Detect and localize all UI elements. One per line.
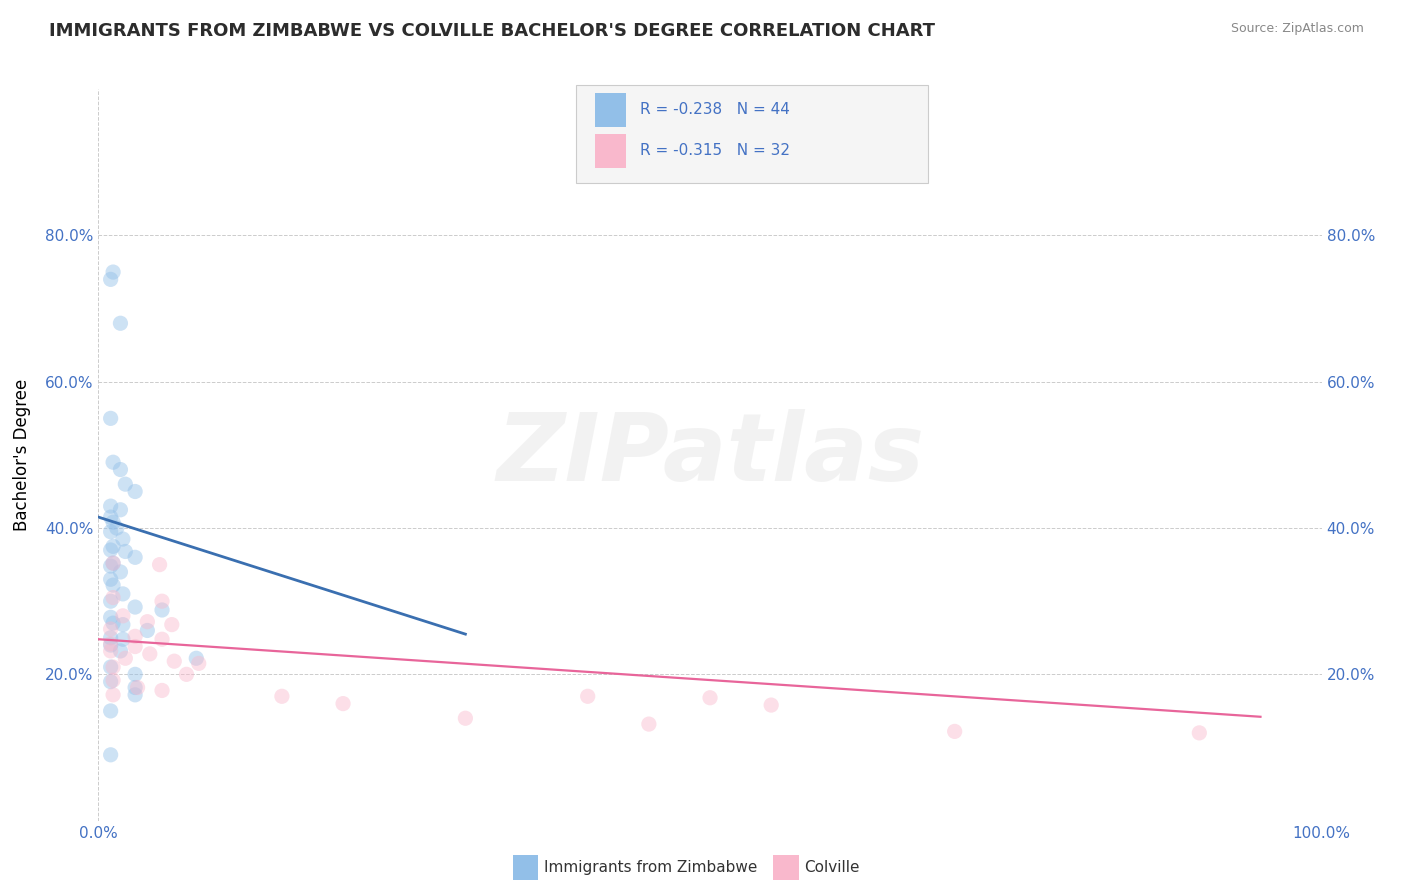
Point bbox=[100, 524, 122, 539]
Point bbox=[100, 594, 122, 608]
Point bbox=[100, 622, 122, 636]
Point bbox=[110, 503, 132, 517]
Point bbox=[100, 559, 122, 574]
Point bbox=[101, 578, 124, 592]
Point bbox=[110, 462, 132, 476]
Point bbox=[110, 565, 132, 579]
Point bbox=[637, 717, 661, 731]
Point bbox=[139, 647, 162, 661]
Text: R = -0.315   N = 32: R = -0.315 N = 32 bbox=[640, 144, 790, 158]
Point bbox=[150, 683, 173, 698]
Text: IMMIGRANTS FROM ZIMBABWE VS COLVILLE BACHELOR'S DEGREE CORRELATION CHART: IMMIGRANTS FROM ZIMBABWE VS COLVILLE BAC… bbox=[49, 22, 935, 40]
Point bbox=[101, 688, 124, 702]
Point bbox=[699, 690, 721, 705]
Point bbox=[114, 651, 136, 665]
Point bbox=[943, 724, 966, 739]
Point bbox=[101, 556, 124, 570]
Point bbox=[127, 681, 149, 695]
Point bbox=[124, 550, 146, 565]
Point bbox=[111, 632, 134, 647]
Point bbox=[100, 499, 122, 513]
Point bbox=[111, 608, 134, 623]
Point bbox=[100, 610, 122, 624]
Point bbox=[454, 711, 477, 725]
Point bbox=[101, 591, 124, 605]
Point bbox=[100, 637, 122, 651]
Point bbox=[101, 539, 124, 553]
Point bbox=[136, 615, 159, 629]
Point bbox=[110, 316, 132, 330]
Point bbox=[111, 587, 134, 601]
Point bbox=[124, 640, 146, 654]
Point bbox=[100, 272, 122, 286]
Point bbox=[150, 632, 173, 647]
Point bbox=[186, 651, 208, 665]
Point bbox=[111, 532, 134, 546]
Point bbox=[160, 617, 183, 632]
Point bbox=[124, 688, 146, 702]
Point bbox=[114, 477, 136, 491]
Point bbox=[576, 690, 599, 704]
Text: R = -0.238   N = 44: R = -0.238 N = 44 bbox=[640, 103, 790, 117]
Point bbox=[100, 510, 122, 524]
Point bbox=[105, 521, 128, 535]
Point bbox=[124, 629, 146, 643]
Point bbox=[110, 644, 132, 658]
Point bbox=[124, 484, 146, 499]
Point bbox=[101, 673, 124, 688]
Text: ZIPatlas: ZIPatlas bbox=[496, 409, 924, 501]
Point bbox=[270, 690, 294, 704]
Point bbox=[100, 411, 122, 425]
Point bbox=[100, 631, 122, 645]
Point bbox=[124, 667, 146, 681]
Y-axis label: Bachelor's Degree: Bachelor's Degree bbox=[13, 379, 31, 531]
Point bbox=[124, 681, 146, 695]
Point bbox=[100, 572, 122, 586]
Text: Colville: Colville bbox=[804, 861, 859, 875]
Point bbox=[100, 747, 122, 762]
Point bbox=[100, 674, 122, 689]
Point bbox=[101, 556, 124, 570]
Point bbox=[101, 616, 124, 631]
Point bbox=[150, 603, 173, 617]
Point bbox=[187, 657, 209, 671]
Point bbox=[332, 697, 354, 711]
Point bbox=[100, 660, 122, 674]
Point bbox=[100, 704, 122, 718]
Point bbox=[124, 600, 146, 615]
Point bbox=[761, 698, 783, 712]
Point bbox=[100, 644, 122, 658]
Point bbox=[100, 638, 122, 652]
Point bbox=[163, 654, 186, 668]
Point bbox=[101, 265, 124, 279]
Point bbox=[150, 594, 173, 608]
Point bbox=[114, 544, 136, 558]
Point bbox=[111, 617, 134, 632]
Point bbox=[1188, 726, 1211, 740]
Point bbox=[136, 624, 159, 638]
Text: Immigrants from Zimbabwe: Immigrants from Zimbabwe bbox=[544, 861, 758, 875]
Point bbox=[101, 660, 124, 674]
Point bbox=[100, 543, 122, 558]
Point bbox=[176, 667, 198, 681]
Point bbox=[101, 515, 124, 529]
Point bbox=[101, 455, 124, 469]
Point bbox=[149, 558, 172, 572]
Text: Source: ZipAtlas.com: Source: ZipAtlas.com bbox=[1230, 22, 1364, 36]
